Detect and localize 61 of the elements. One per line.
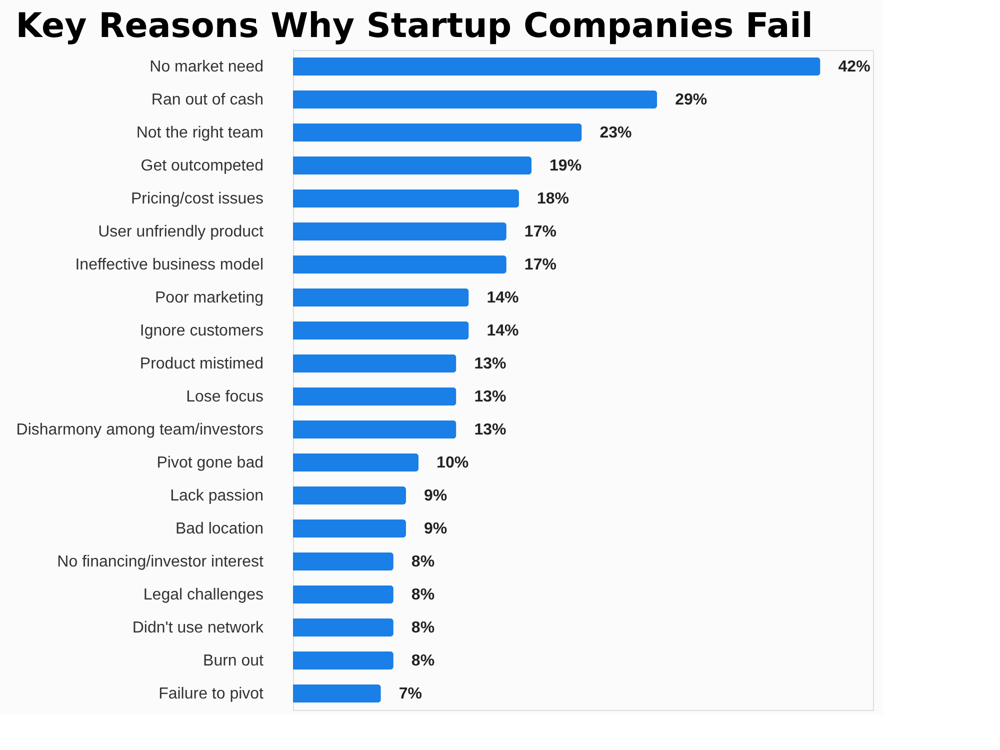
bar bbox=[293, 618, 394, 636]
y-tick-label: Product mistimed bbox=[140, 356, 264, 372]
y-tick-label: Ran out of cash bbox=[151, 92, 264, 108]
bar bbox=[293, 190, 519, 208]
y-tick-label: Poor marketing bbox=[155, 290, 264, 306]
data-label: 13% bbox=[474, 356, 506, 372]
y-tick-label: Ineffective business model bbox=[75, 256, 264, 274]
y-tick-label: Failure to pivot bbox=[158, 686, 264, 702]
bar bbox=[293, 288, 469, 306]
y-tick-label: Bad location bbox=[175, 520, 264, 538]
data-label: 8% bbox=[411, 620, 435, 636]
bar bbox=[293, 156, 532, 174]
data-label: 19% bbox=[550, 158, 582, 174]
bar bbox=[293, 124, 582, 142]
y-tick-label: Not the right team bbox=[136, 124, 264, 142]
bar bbox=[293, 388, 456, 406]
bar bbox=[293, 552, 394, 570]
data-label: 42% bbox=[838, 58, 870, 76]
y-tick-label: Burn out bbox=[203, 652, 264, 670]
data-label: 13% bbox=[474, 388, 506, 406]
y-tick-label: No financing/investor interest bbox=[57, 554, 264, 570]
data-label: 18% bbox=[536, 190, 570, 208]
bar bbox=[293, 58, 820, 76]
y-tick-label: Disharmony among team/investors bbox=[16, 422, 264, 438]
y-tick-label: Pricing/cost issues bbox=[131, 190, 264, 208]
data-label: 13% bbox=[474, 422, 506, 438]
y-tick-label: No market need bbox=[150, 58, 264, 76]
data-label: 9% bbox=[424, 520, 448, 538]
y-tick-label: Legal challenges bbox=[143, 586, 264, 604]
data-label: 8% bbox=[411, 554, 435, 570]
data-label: 7% bbox=[398, 686, 422, 702]
data-label: 8% bbox=[411, 586, 435, 604]
data-label: 8% bbox=[411, 652, 435, 670]
bar bbox=[293, 420, 456, 438]
y-tick-label: Lack passion bbox=[170, 488, 264, 504]
y-tick-label: Didn't use network bbox=[132, 620, 264, 636]
y-tick-label: Get outcompeted bbox=[140, 158, 264, 174]
bar bbox=[293, 684, 381, 702]
data-label: 14% bbox=[486, 322, 519, 340]
bar bbox=[293, 520, 406, 538]
data-label: 17% bbox=[524, 256, 556, 274]
chart-title: Key Reasons Why Startup Companies Fail bbox=[16, 6, 813, 46]
data-label: 9% bbox=[424, 488, 448, 504]
data-label: 29% bbox=[675, 92, 708, 108]
y-tick-label: Ignore customers bbox=[140, 322, 264, 340]
bar bbox=[293, 652, 394, 670]
bar bbox=[293, 586, 394, 604]
bar bbox=[293, 486, 406, 504]
bar bbox=[293, 454, 419, 472]
bar bbox=[293, 354, 456, 372]
y-tick-label: Pivot gone bad bbox=[156, 454, 264, 472]
data-label: 10% bbox=[436, 454, 469, 472]
y-tick-label: User unfriendly product bbox=[98, 224, 264, 240]
data-label: 23% bbox=[600, 124, 632, 142]
bar bbox=[293, 222, 506, 240]
data-label: 14% bbox=[486, 290, 519, 306]
bar bbox=[293, 322, 469, 340]
bar bbox=[293, 256, 506, 274]
y-tick-label: Lose focus bbox=[186, 388, 264, 406]
data-label: 17% bbox=[524, 224, 556, 240]
bar bbox=[293, 90, 658, 108]
